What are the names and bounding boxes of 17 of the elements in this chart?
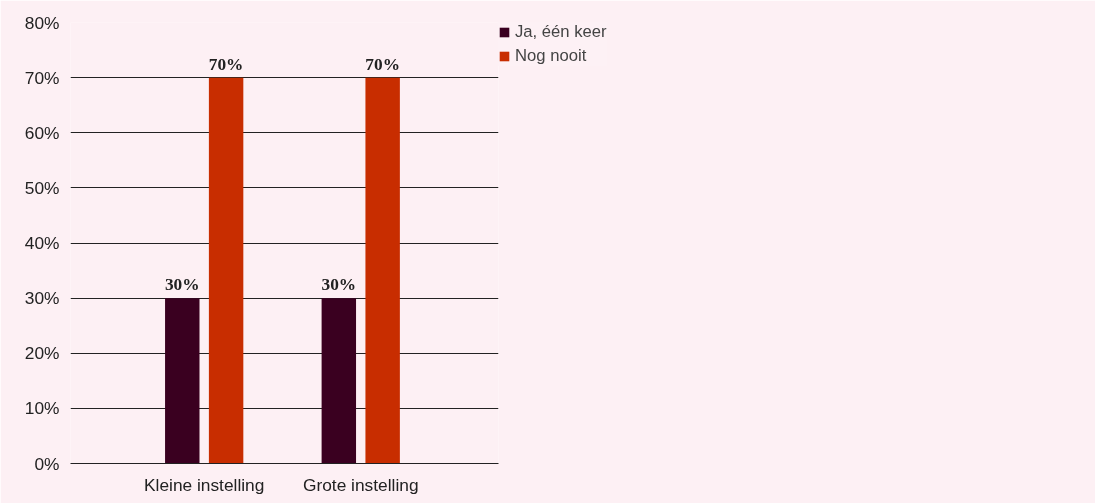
data-label: 70% <box>208 54 244 74</box>
y-tick-label: 10% <box>24 398 60 419</box>
y-tick-label: 0% <box>34 453 60 474</box>
x-tick-label: Kleine instelling <box>143 474 265 495</box>
data-label: 30% <box>321 275 357 295</box>
y-tick-label: 50% <box>24 177 60 198</box>
y-tick-label: 60% <box>24 122 60 143</box>
legend-label: Ja, één keer <box>515 22 607 42</box>
y-tick-label: 40% <box>24 233 60 253</box>
y-tick-label: 70% <box>24 67 60 88</box>
y-tick-label: 30% <box>24 288 60 309</box>
legend-label: Nog nooit <box>515 46 587 66</box>
y-tick-label: 20% <box>24 343 60 364</box>
data-label: 70% <box>365 54 400 74</box>
x-tick-label: Grote instelling <box>302 474 419 495</box>
data-label: 30% <box>164 275 200 295</box>
y-tick-label: 80% <box>24 12 60 33</box>
